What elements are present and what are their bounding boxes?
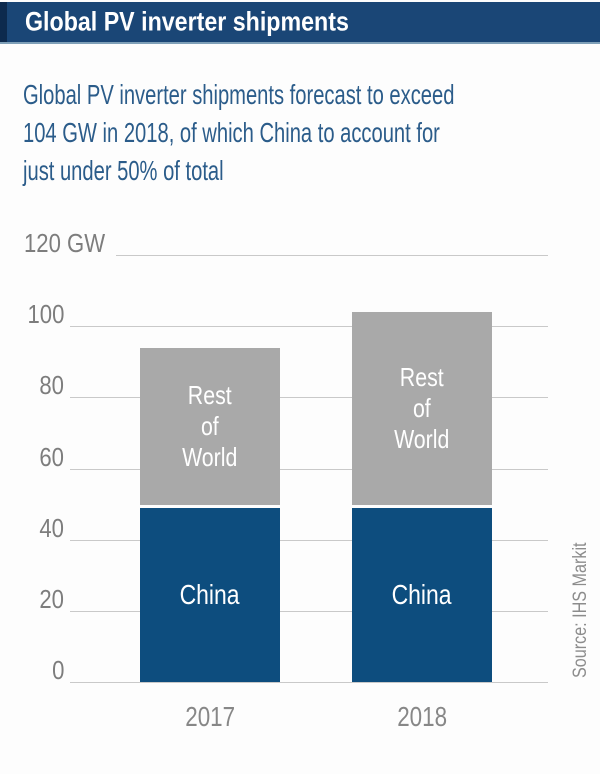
rest-of-world-bar-label: Rest of World xyxy=(394,361,450,454)
gridline-20-gw xyxy=(70,610,548,612)
gridline-100-gw xyxy=(70,326,548,328)
y-axis-tick-label: 120 GW xyxy=(24,228,106,258)
y-axis-tick-label: 20 xyxy=(39,583,64,614)
bar-segment-rest-of-world-2017: Rest of World xyxy=(140,347,280,505)
gridline-0-gw xyxy=(70,682,548,683)
y-axis-tick-label: 60 xyxy=(39,441,64,472)
x-axis-label-2018: 2018 xyxy=(397,701,447,732)
bar-segment-china-2017: China xyxy=(140,507,280,682)
subtitle-line: 104 GW in 2018, of which China to accoun… xyxy=(23,117,440,148)
source-credit: Source: IHS Markit xyxy=(570,542,591,678)
gridline-40-gw xyxy=(70,539,548,541)
header-accent-stripe xyxy=(0,2,7,42)
gridline-60-gw xyxy=(70,468,548,470)
bar-segment-china-2018: China xyxy=(352,507,492,682)
gridline-80-gw xyxy=(70,397,548,399)
header-bar: Global PV inverter shipments xyxy=(0,2,600,44)
bar-segment-rest-of-world-2018: Rest of World xyxy=(352,311,492,505)
y-axis-tick-label: 80 xyxy=(39,370,64,401)
china-bar-label: China xyxy=(391,578,452,610)
x-axis-label-2017: 2017 xyxy=(185,701,235,732)
gridline-120-gw xyxy=(116,255,548,256)
chart-subtitle: Global PV inverter shipments forecast to… xyxy=(23,76,454,190)
rest-of-world-bar-label: Rest of World xyxy=(182,379,238,472)
y-axis-tick-label: 40 xyxy=(39,512,64,543)
page-title: Global PV inverter shipments xyxy=(25,6,349,37)
subtitle-line: Global PV inverter shipments forecast to… xyxy=(23,79,455,110)
y-axis-tick-label: 0 xyxy=(51,655,64,685)
subtitle-line: just under 50% of total xyxy=(23,155,224,186)
y-axis-tick-label: 100 xyxy=(27,299,64,330)
china-bar-label: China xyxy=(179,578,240,610)
